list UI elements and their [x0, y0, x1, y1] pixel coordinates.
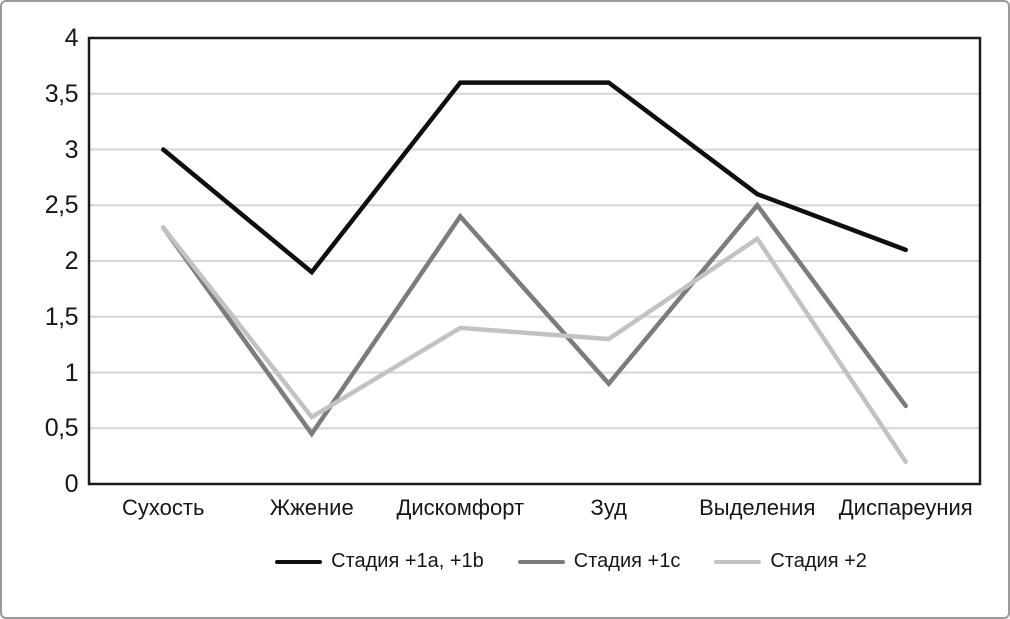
x-axis-category-label: Сухость	[122, 495, 205, 520]
legend-line-swatch	[517, 559, 565, 564]
x-axis-category-label: Зуд	[590, 495, 627, 520]
series-line-0	[161, 80, 908, 276]
legend-item-1: Стадия +1c	[517, 550, 681, 573]
x-axis-category-label: Диспареуния	[838, 495, 973, 520]
y-axis-tick-label: 3,5	[44, 79, 79, 108]
legend-item-0: Стадия +1a, +1b	[275, 550, 484, 573]
series-line-2	[161, 225, 908, 464]
x-axis-category-label: Выделения	[699, 495, 816, 520]
y-axis-tick-label: 2	[64, 247, 79, 275]
y-axis-tick-label: 3	[64, 135, 79, 164]
y-axis-tick-label: 0,5	[44, 414, 79, 443]
x-axis-category-label: Дискомфорт	[396, 495, 525, 520]
y-axis-tick-label: 0	[64, 470, 79, 498]
y-axis-tick-label: 1	[64, 358, 79, 387]
y-axis-tick-label: 2,5	[44, 191, 79, 220]
legend-label: Стадия +1c	[573, 550, 681, 572]
y-axis-tick-label: 1,5	[44, 302, 79, 331]
legend-line-swatch	[275, 559, 323, 564]
legend-label: Стадия +1a, +1b	[331, 550, 484, 572]
x-axis-category-label: Жжение	[269, 495, 354, 520]
y-axis-tick-label: 4	[64, 24, 79, 52]
series-line-1	[161, 201, 908, 438]
legend-label: Стадия +2	[770, 550, 867, 572]
legend-line-swatch	[714, 559, 762, 564]
legend-item-2: Стадия +2	[714, 550, 867, 573]
plot-border	[87, 36, 982, 486]
chart-legend: Стадия +1a, +1b Стадия +1c Стадия +2	[66, 550, 1008, 573]
